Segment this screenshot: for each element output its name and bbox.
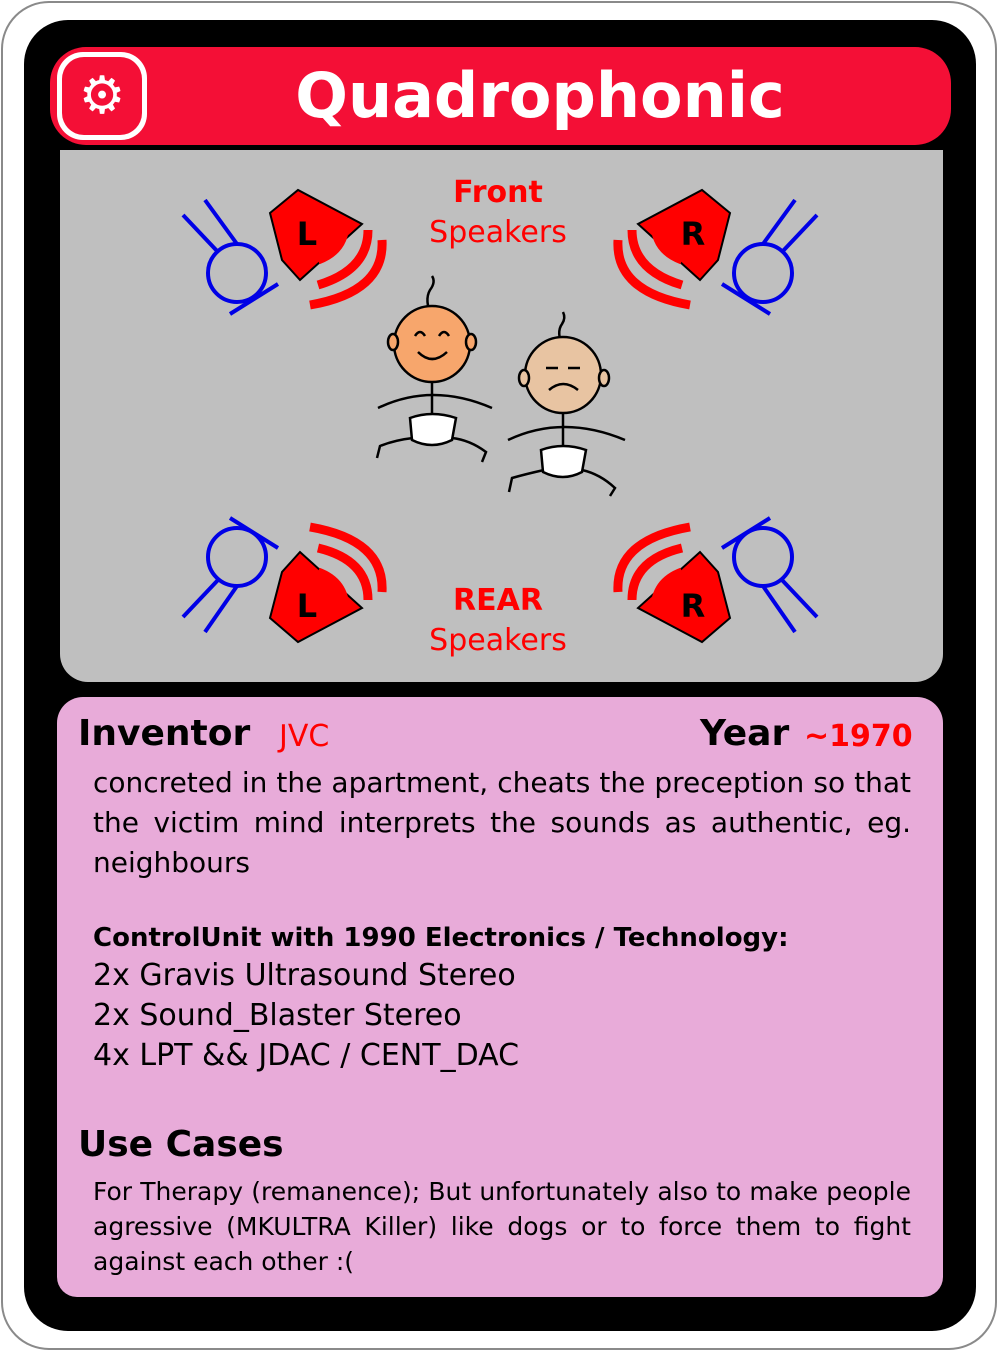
front-right-letter: R [681,215,706,253]
speaker-rear-left-icon [268,522,387,644]
happy-baby-icon [375,275,493,463]
use-cases-text: For Therapy (remanence); But unfortunate… [93,1177,911,1276]
listener-rear-left-icon [181,516,280,634]
rear-left-letter: L [297,587,317,625]
use-cases-heading: Use Cases [78,1124,284,1165]
title-bar [50,47,951,145]
inventor-value: JVC [279,719,330,754]
list-item: 2x Gravis Ultrasound Stereo [93,958,516,993]
gear-icon: ⚙ [57,52,147,140]
control-unit-heading: ControlUnit with 1990 Electronics / Tech… [93,923,789,953]
front-left-letter: L [297,215,317,253]
listener-rear-right-icon [720,516,819,634]
listener-front-left-icon [181,198,280,316]
year-label: Year [700,713,790,754]
description-text: concreted in the apartment, cheats the p… [93,766,911,879]
front-subheading: Speakers [429,215,567,250]
rear-right-letter: R [681,587,706,625]
year-value: ~1970 [804,719,913,754]
speaker-rear-right-icon [613,522,732,644]
card-title: Quadrophonic [295,59,785,132]
listener-front-right-icon [720,198,819,316]
info-panel [57,697,943,1297]
speaker-front-right-icon [613,188,732,310]
illustration-svg: L R L R Fro [181,175,819,658]
speaker-front-left-icon [268,188,387,310]
gear-icon-glyph: ⚙ [62,57,142,135]
front-heading: Front [453,175,543,210]
list-item: 2x Sound_Blaster Stereo [93,998,462,1033]
inventor-label: Inventor [78,713,251,754]
list-item: 4x LPT && JDAC / CENT_DAC [93,1038,520,1073]
crying-baby-icon [507,311,626,497]
rear-heading: REAR [453,583,543,618]
rear-subheading: Speakers [429,623,567,658]
